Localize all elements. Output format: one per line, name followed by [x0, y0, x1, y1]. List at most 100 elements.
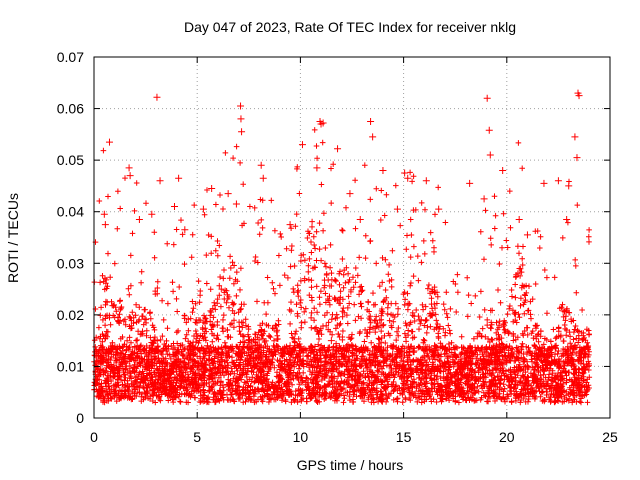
data-point [422, 177, 430, 185]
data-point [245, 337, 253, 345]
data-point [486, 151, 494, 159]
data-point [513, 347, 521, 355]
data-point [358, 357, 366, 365]
data-point [156, 177, 164, 185]
data-point [131, 378, 139, 386]
data-point [319, 119, 327, 127]
data-point [142, 362, 150, 370]
data-points [94, 89, 591, 386]
data-point [257, 161, 265, 169]
data-point [401, 169, 409, 177]
data-point [298, 141, 306, 149]
x-tick-label: 25 [602, 429, 618, 445]
data-point [135, 215, 143, 223]
data-point [554, 347, 562, 355]
data-point [369, 133, 377, 141]
data-point [237, 102, 245, 110]
data-point [107, 368, 115, 376]
data-point [94, 352, 102, 360]
x-tick-label: 10 [293, 429, 309, 445]
axis-ticks [93, 56, 611, 419]
data-point [224, 347, 232, 355]
data-point [170, 203, 178, 211]
data-point [575, 92, 583, 100]
x-axis-label: GPS time / hours [297, 457, 404, 473]
data-point [208, 185, 216, 193]
data-point [125, 164, 133, 172]
data-point [224, 190, 232, 198]
data-point [583, 362, 591, 370]
data-point [313, 164, 321, 172]
data-point [162, 347, 170, 355]
data-point [503, 357, 511, 365]
y-tick-label: 0.02 [57, 307, 84, 323]
data-point [232, 200, 240, 208]
data-point [348, 342, 356, 350]
data-point [317, 357, 325, 365]
data-point [482, 352, 490, 360]
data-point [237, 115, 245, 123]
data-point [565, 182, 573, 190]
y-tick-label: 0 [76, 410, 84, 426]
y-tick-labels: 0 0.01 0.02 0.03 0.04 0.05 0.06 0.07 [57, 49, 84, 426]
data-point [115, 373, 123, 381]
data-point [101, 221, 109, 229]
x-tick-label: 5 [193, 429, 201, 445]
data-point [571, 133, 579, 141]
data-point [534, 352, 542, 360]
x-tick-label: 15 [396, 429, 412, 445]
data-point [148, 210, 156, 218]
data-point [346, 190, 354, 198]
x-tick-labels: 0 5 10 15 20 25 [90, 429, 618, 445]
data-point [193, 362, 201, 370]
data-point [334, 145, 342, 153]
data-point [238, 128, 246, 136]
data-point [286, 221, 294, 229]
data-point [554, 177, 562, 185]
data-point [472, 347, 480, 355]
data-point [369, 347, 377, 355]
chart-title: Day 047 of 2023, Rate Of TEC Index for r… [184, 19, 516, 35]
y-axis-label: ROTI / TECUs [5, 193, 21, 283]
data-point [483, 94, 491, 102]
data-point [492, 342, 500, 350]
data-point [153, 93, 161, 101]
y-tick-label: 0.04 [57, 204, 84, 220]
data-point [575, 357, 583, 365]
data-point [573, 154, 581, 162]
data-point [462, 357, 470, 365]
data-point [105, 138, 113, 146]
data-point [420, 352, 428, 360]
data-point [523, 362, 531, 370]
data-point [204, 342, 212, 350]
data-point [255, 362, 263, 370]
data-point [499, 166, 507, 174]
data-point [441, 362, 449, 370]
data-point [540, 179, 548, 187]
data-point [485, 126, 493, 134]
y-tick-label: 0.03 [57, 255, 84, 271]
data-point [400, 357, 408, 365]
data-point [523, 231, 531, 239]
data-point [356, 215, 364, 223]
data-point [126, 172, 134, 180]
data-point [480, 195, 488, 203]
data-point [515, 215, 523, 223]
data-point [563, 215, 571, 223]
data-point [276, 357, 284, 365]
data-point [544, 357, 552, 365]
data-point [435, 205, 443, 213]
dense-scatter-marks [91, 127, 593, 406]
data-point [173, 368, 181, 376]
y-tick-label: 0.07 [57, 49, 84, 65]
dense-scatter-cloud [91, 127, 593, 406]
data-point [183, 352, 191, 360]
x-tick-label: 0 [90, 429, 98, 445]
y-tick-label: 0.06 [57, 101, 84, 117]
data-point [214, 357, 222, 365]
y-tick-label: 0.05 [57, 152, 84, 168]
data-point [121, 357, 129, 365]
data-point [327, 337, 335, 345]
data-point [379, 166, 387, 174]
